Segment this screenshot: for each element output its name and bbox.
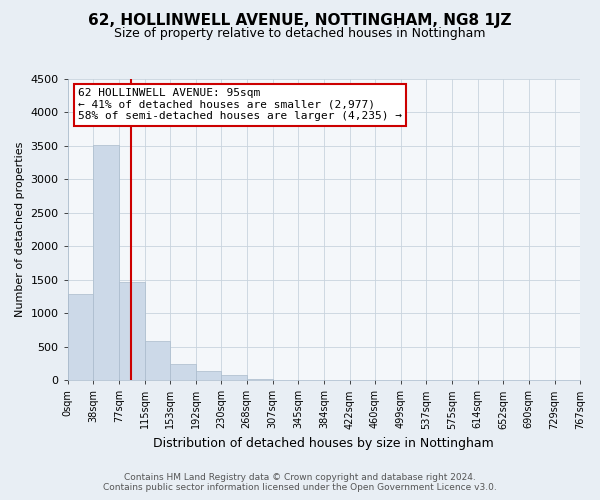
Bar [93, 146, 119, 380]
Text: Size of property relative to detached houses in Nottingham: Size of property relative to detached ho… [114, 28, 486, 40]
Bar [145, 342, 170, 380]
Text: 62, HOLLINWELL AVENUE, NOTTINGHAM, NG8 1JZ: 62, HOLLINWELL AVENUE, NOTTINGHAM, NG8 1… [88, 12, 512, 28]
Y-axis label: Number of detached properties: Number of detached properties [15, 142, 25, 318]
X-axis label: Distribution of detached houses by size in Nottingham: Distribution of detached houses by size … [154, 437, 494, 450]
Text: Contains HM Land Registry data © Crown copyright and database right 2024.
Contai: Contains HM Land Registry data © Crown c… [103, 473, 497, 492]
Bar [221, 376, 247, 380]
Bar [170, 364, 196, 380]
Bar [196, 372, 221, 380]
Bar [119, 282, 145, 380]
Text: 62 HOLLINWELL AVENUE: 95sqm
← 41% of detached houses are smaller (2,977)
58% of : 62 HOLLINWELL AVENUE: 95sqm ← 41% of det… [78, 88, 402, 121]
Bar [68, 294, 93, 380]
Bar [247, 379, 273, 380]
